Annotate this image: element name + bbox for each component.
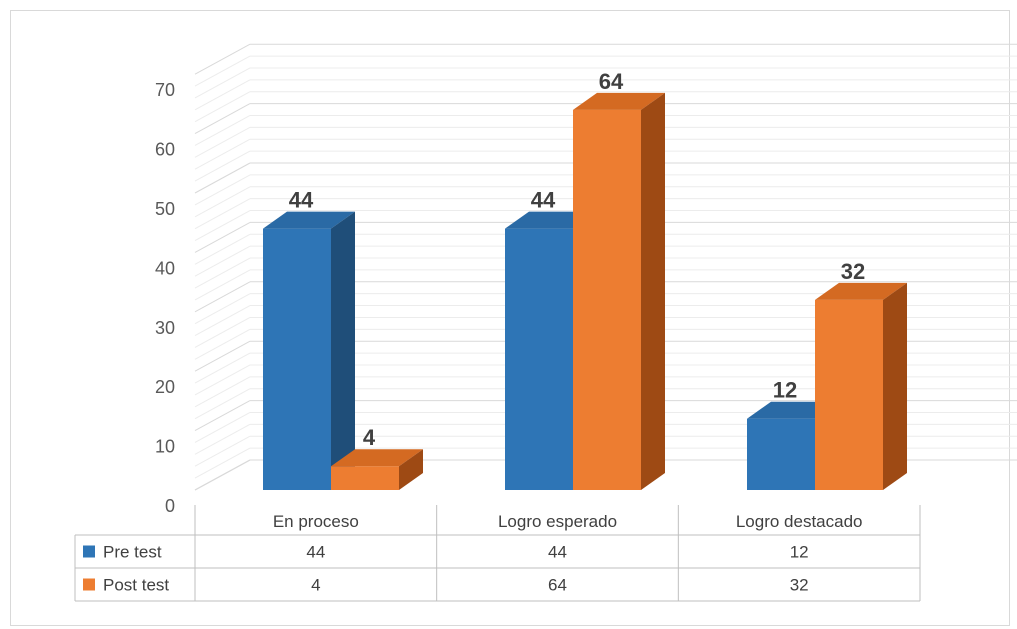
legend-swatch	[83, 578, 95, 591]
table-cell: 44	[306, 543, 325, 562]
data-label: 12	[773, 378, 797, 403]
data-table: En proceso Logro esperado Logro destacado P…	[74, 505, 921, 602]
category-label: En proceso	[273, 512, 359, 531]
bar-front	[263, 228, 331, 490]
gridline-side	[194, 198, 251, 230]
gridline-side	[194, 174, 251, 206]
y-tick-label: 60	[155, 140, 175, 160]
gridline-side	[194, 115, 251, 146]
y-axis: 0 10 20 30 40 50 60 70	[155, 80, 175, 516]
gridline-side	[194, 376, 251, 408]
gridline-side	[194, 91, 251, 123]
bar	[263, 211, 355, 490]
data-label: 4	[363, 425, 376, 450]
legend-swatch	[83, 545, 95, 558]
gridline-side	[194, 67, 251, 99]
bar-front	[747, 418, 815, 490]
bar-front	[331, 466, 399, 490]
gridline-side	[194, 317, 251, 348]
gridline-side	[194, 400, 251, 432]
bar-top	[573, 92, 665, 110]
gridline-side	[194, 257, 251, 289]
bars-layer	[263, 92, 907, 490]
gridline-side	[194, 150, 251, 182]
y-tick-label: 70	[155, 80, 175, 100]
gridline-side	[194, 281, 251, 313]
gridline-side	[194, 328, 251, 360]
y-tick-label: 20	[155, 377, 175, 397]
table-cell: 32	[790, 576, 809, 595]
gridline-side	[194, 55, 251, 87]
bar-side	[331, 211, 355, 490]
gridline-side	[194, 305, 251, 336]
gridline-side	[194, 103, 251, 135]
y-tick-label: 0	[165, 496, 175, 516]
table-cell: 4	[311, 576, 320, 595]
bar	[573, 92, 665, 490]
gridline-side	[194, 340, 251, 372]
gridline-side	[194, 388, 251, 420]
bar-top	[815, 282, 907, 300]
gridline-side	[194, 126, 251, 158]
category-label: Logro esperado	[498, 512, 617, 531]
gridline-side	[194, 210, 251, 241]
gridline-side	[194, 293, 251, 325]
gridline-side	[194, 79, 251, 111]
gridline-side	[194, 221, 251, 253]
legend-entry: Post test	[103, 576, 169, 595]
bar-front	[815, 299, 883, 490]
gridline-side	[194, 435, 251, 467]
gridline-side	[194, 412, 251, 443]
gridline-side	[194, 423, 251, 455]
data-label: 32	[841, 259, 865, 284]
category-label: Logro destacado	[736, 512, 863, 531]
data-label: 44	[531, 188, 556, 213]
legend-entry: Pre test	[103, 543, 162, 562]
bar-top	[331, 449, 423, 467]
gridline-side	[194, 352, 251, 384]
table-cell: 64	[548, 576, 567, 595]
bar-front	[505, 228, 573, 490]
y-tick-label: 50	[155, 199, 175, 219]
bar-top	[263, 211, 355, 229]
bar	[815, 282, 907, 490]
bar-front	[573, 109, 641, 490]
data-label: 44	[289, 188, 314, 213]
gridline-side	[194, 447, 251, 479]
gridline-side	[194, 43, 251, 75]
gridline-side	[194, 162, 251, 194]
bar-side	[641, 92, 665, 490]
bar	[331, 449, 423, 490]
table-cell: 12	[790, 543, 809, 562]
bar-side	[883, 282, 907, 490]
gridline-side	[194, 269, 251, 301]
bar-side	[399, 449, 423, 490]
floor-side-edge	[194, 459, 251, 491]
y-tick-label: 40	[155, 258, 175, 278]
gridline-side	[194, 245, 251, 277]
gridline-side	[194, 233, 251, 265]
table-cell: 44	[548, 543, 567, 562]
y-tick-label: 10	[155, 437, 175, 457]
gridline-side	[194, 364, 251, 396]
gridline-side	[194, 186, 251, 218]
gridline-side	[194, 138, 251, 170]
data-label: 64	[599, 69, 624, 94]
y-tick-label: 30	[155, 318, 175, 338]
